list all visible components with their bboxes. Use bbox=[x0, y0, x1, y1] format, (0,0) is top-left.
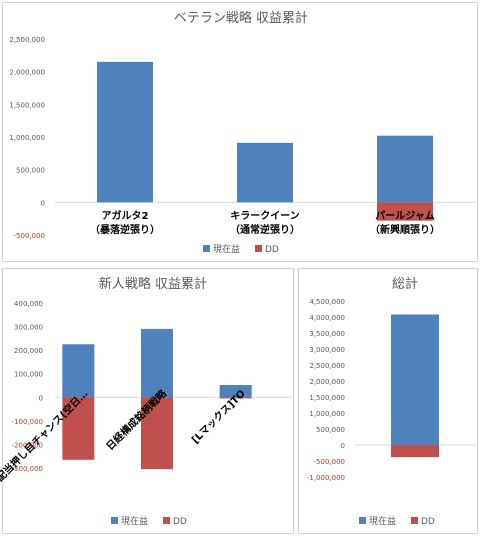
y-tick-label: 1,000,000 bbox=[9, 134, 45, 142]
veteran-strategy-svg: ベテラン戦略 収益累計 -500,000 0 500,000 1,000,000 1,50… bbox=[9, 10, 475, 255]
bar-dd bbox=[62, 397, 95, 460]
y-tick-label: 500,000 bbox=[316, 426, 345, 434]
y-tick-label: 2,500,000 bbox=[9, 36, 45, 44]
category-label: [Lマックス]TO bbox=[189, 388, 247, 446]
legend-label: DD bbox=[421, 517, 435, 527]
y-tick-label: 500,000 bbox=[16, 167, 45, 175]
y-tick-label: 1,000,000 bbox=[309, 410, 345, 418]
y-tick-label: -100,000 bbox=[12, 418, 43, 426]
y-tick-label: 2,000,000 bbox=[9, 69, 45, 77]
y-tick-label: 3,000,000 bbox=[309, 346, 345, 354]
legend-swatch-dd bbox=[255, 245, 262, 252]
y-tick-label: 2,000,000 bbox=[309, 378, 345, 386]
y-tick-label: -500,000 bbox=[14, 232, 45, 240]
legend-swatch-current bbox=[111, 517, 118, 524]
rookie-strategy-chart: 新人戦略 収益累計 -300,000 -200,000 -100,000 0 100,00… bbox=[0, 268, 294, 534]
legend-swatch-dd bbox=[411, 517, 418, 524]
category-label: （新興順張り） bbox=[370, 223, 440, 236]
bar-current bbox=[97, 61, 153, 203]
y-tick-label: 1,500,000 bbox=[9, 101, 45, 109]
y-tick-label: 200,000 bbox=[14, 347, 43, 355]
legend-swatch-current bbox=[359, 517, 366, 524]
category-label: キラークイーン bbox=[230, 210, 300, 222]
y-tick-label: -300,000 bbox=[12, 465, 43, 473]
legend-label: DD bbox=[173, 517, 187, 527]
category-label: アガルタ2 bbox=[102, 209, 149, 222]
bar-dd bbox=[377, 202, 433, 221]
legend-label: 現在益 bbox=[369, 515, 396, 527]
bar-dd bbox=[391, 445, 439, 458]
category-label: パールジャム bbox=[375, 210, 435, 222]
chart-title: ベテラン戦略 収益累計 bbox=[174, 10, 308, 26]
category-label: （通常逆張り） bbox=[230, 223, 300, 236]
y-tick-label: -500,000 bbox=[314, 458, 345, 466]
y-tick-label: 0 bbox=[39, 394, 43, 402]
rookie-strategy-svg: 新人戦略 収益累計 -300,000 -200,000 -100,000 0 100,00… bbox=[0, 276, 291, 527]
y-tick-label: 0 bbox=[341, 442, 345, 450]
y-tick-label: 2,500,000 bbox=[309, 362, 345, 370]
bar-dd bbox=[141, 397, 173, 470]
y-tick-label: 400,000 bbox=[14, 300, 43, 308]
y-tick-label: -1,000,000 bbox=[307, 474, 345, 482]
legend-label: 現在益 bbox=[213, 243, 240, 255]
chart-title: 総計 bbox=[392, 276, 418, 292]
chart-title: 新人戦略 収益累計 bbox=[99, 276, 207, 292]
y-tick-label: 1,500,000 bbox=[309, 394, 345, 402]
bar-current bbox=[377, 135, 433, 203]
bar-current bbox=[62, 344, 95, 398]
bar-current bbox=[219, 385, 252, 398]
veteran-strategy-chart: ベテラン戦略 収益累計 -500,000 0 500,000 1,000,000 1,50… bbox=[2, 2, 478, 262]
bar-current bbox=[237, 142, 293, 203]
legend-swatch-current bbox=[203, 245, 210, 252]
y-tick-label: 3,500,000 bbox=[309, 330, 345, 338]
category-label: （暴落逆張り） bbox=[90, 223, 160, 236]
bar-current bbox=[141, 328, 173, 398]
y-tick-label: 4,000,000 bbox=[309, 314, 345, 322]
total-svg: 総計 -1,000,000 -500,000 0 500,000 1,000,000 1,5… bbox=[307, 276, 475, 527]
legend-swatch-dd bbox=[163, 517, 170, 524]
y-tick-label: 4,500,000 bbox=[309, 298, 345, 306]
legend-label: 現在益 bbox=[121, 515, 148, 527]
y-tick-label: 0 bbox=[41, 199, 45, 207]
bar-dd bbox=[219, 397, 252, 399]
y-tick-label: 300,000 bbox=[14, 324, 43, 332]
total-chart: 総計 -1,000,000 -500,000 0 500,000 1,000,000 1,5… bbox=[298, 268, 478, 534]
y-tick-label: -200,000 bbox=[12, 441, 43, 449]
bar-current bbox=[391, 314, 439, 445]
legend-label: DD bbox=[265, 245, 279, 255]
y-tick-label: 100,000 bbox=[14, 371, 43, 379]
